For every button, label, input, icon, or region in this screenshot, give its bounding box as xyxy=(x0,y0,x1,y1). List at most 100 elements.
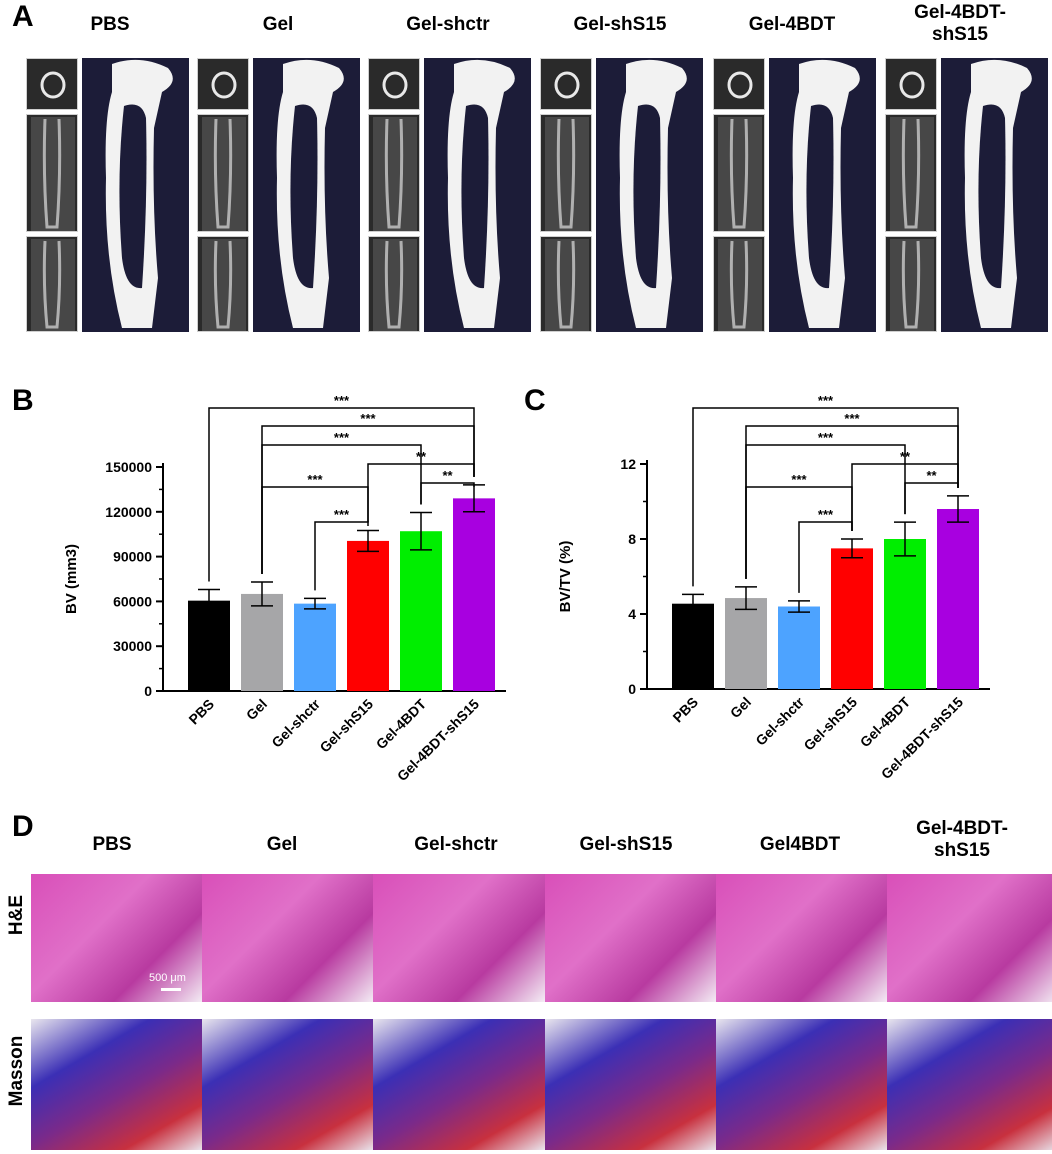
bar xyxy=(400,531,442,691)
ct-image-group xyxy=(26,58,189,332)
panel-letter-b: B xyxy=(12,384,34,417)
ct-group-title-line: Gel xyxy=(262,14,294,35)
masson-stain-image xyxy=(716,1019,888,1150)
bar xyxy=(884,539,926,689)
ct-group-title: Gel-4BDT-shS15 xyxy=(875,2,1045,46)
ct-group-title: PBS xyxy=(25,14,195,36)
significance-bracket xyxy=(798,521,853,593)
x-tick-label: Gel-shS15 xyxy=(800,694,860,754)
ct-image-group xyxy=(368,58,531,332)
he-stain-image xyxy=(887,874,1052,1002)
ct-group-title: Gel-shS15 xyxy=(535,14,705,36)
y-tick-label: 12 xyxy=(620,456,636,472)
ct-slice-image xyxy=(368,58,420,110)
x-tick-label: PBS xyxy=(185,696,217,728)
significance-label: *** xyxy=(818,430,834,445)
row-label-he: H&E xyxy=(6,894,27,936)
significance-bracket xyxy=(745,486,853,579)
x-tick-label: Gel xyxy=(243,696,270,723)
ct-group-title: Gel-4BDT xyxy=(707,14,877,36)
he-stain-image xyxy=(373,874,545,1002)
significance-label: ** xyxy=(416,449,427,464)
bar xyxy=(831,548,873,689)
ct-3d-reconstruction xyxy=(941,58,1048,332)
x-tick-label: Gel xyxy=(727,694,754,721)
ct-slice-image xyxy=(885,58,937,110)
ct-slice-image xyxy=(26,58,78,110)
bar xyxy=(937,509,979,689)
significance-label: *** xyxy=(360,411,376,426)
bvtv-chart: 0 4 8 12 BV/TV (%) PBS GelGel-shctrGel-shS15Ge… xyxy=(557,393,990,782)
ct-slice-image xyxy=(885,236,937,332)
ct-group-title-line: shS15 xyxy=(932,24,988,45)
significance-bracket xyxy=(420,482,475,505)
he-stain-image xyxy=(545,874,717,1002)
significance-label: *** xyxy=(334,507,350,522)
significance-label: *** xyxy=(818,507,834,522)
ct-group-title: Gel xyxy=(193,14,363,36)
ct-3d-reconstruction xyxy=(82,58,189,332)
scale-bar-label: 500 μm xyxy=(149,972,186,984)
masson-stain-image xyxy=(373,1019,545,1150)
y-tick-label: 90000 xyxy=(113,549,152,565)
masson-stain-image xyxy=(31,1019,203,1150)
he-stain-image xyxy=(716,874,888,1002)
significance-bracket xyxy=(314,521,369,591)
ct-3d-reconstruction xyxy=(424,58,531,332)
y-tick-label: 30000 xyxy=(113,638,152,654)
ct-image-group xyxy=(885,58,1048,332)
ct-3d-reconstruction xyxy=(253,58,360,332)
ct-group-title-line: Gel-shctr xyxy=(406,14,490,35)
y-tick-label: 60000 xyxy=(113,593,152,609)
ct-group-title-line: Gel-4BDT- xyxy=(914,2,1006,23)
he-stain-image xyxy=(202,874,374,1002)
histology-group-title-line: Gel xyxy=(266,834,298,855)
significance-label: ** xyxy=(442,468,453,483)
ct-slice-image xyxy=(368,236,420,332)
y-tick-label: 0 xyxy=(628,681,636,697)
significance-bracket xyxy=(261,486,369,574)
x-tick-label: Gel-shctr xyxy=(268,695,323,750)
bar xyxy=(347,540,389,691)
histology-group-title: Gel-4BDT-shS15 xyxy=(877,818,1047,862)
ct-slice-image xyxy=(713,58,765,110)
panel-letter-a: A xyxy=(12,0,34,33)
bar xyxy=(778,606,820,689)
ct-slice-image xyxy=(540,236,592,332)
ct-slice-image xyxy=(540,114,592,232)
bar xyxy=(294,603,336,691)
panel-letter-d: D xyxy=(12,810,34,843)
y-tick-label: 4 xyxy=(628,606,636,622)
bv-chart: 0 30000 60000 90000 120000 150000 BV (mm3) PBS G… xyxy=(63,393,506,784)
ct-group-title-line: Gel-shS15 xyxy=(573,14,667,35)
ct-image-group xyxy=(197,58,360,332)
significance-label: ** xyxy=(926,468,937,483)
ct-group-title-line: PBS xyxy=(90,14,130,35)
ct-image-group xyxy=(540,58,703,332)
ct-slice-image xyxy=(197,58,249,110)
y-tick-label: 120000 xyxy=(105,504,152,520)
histology-group-title: Gel4BDT xyxy=(715,834,885,856)
row-label-masson: Masson xyxy=(6,1035,27,1107)
ct-slice-image xyxy=(713,236,765,332)
masson-stain-image xyxy=(545,1019,717,1150)
ct-slice-image xyxy=(368,114,420,232)
significance-label: *** xyxy=(334,430,350,445)
histology-group-title: Gel xyxy=(197,834,367,856)
ct-group-title-line: Gel-4BDT xyxy=(748,14,836,35)
ct-slice-image xyxy=(540,58,592,110)
histology-group-title: Gel-shctr xyxy=(371,834,541,856)
histology-group-title-line: Gel-shS15 xyxy=(579,834,673,855)
histology-group-title-line: shS15 xyxy=(934,840,990,861)
y-tick-label: 0 xyxy=(144,683,152,699)
ct-slice-image xyxy=(26,114,78,232)
significance-label: ** xyxy=(900,449,911,464)
panel-letter-c: C xyxy=(524,384,546,417)
x-tick-label: PBS xyxy=(669,694,701,726)
significance-label: *** xyxy=(844,411,860,426)
histology-group-title: Gel-shS15 xyxy=(541,834,711,856)
x-tick-label: Gel-shctr xyxy=(752,693,807,748)
y-axis-label: BV/TV (%) xyxy=(557,541,574,613)
ct-group-title: Gel-shctr xyxy=(363,14,533,36)
ct-slice-image xyxy=(197,114,249,232)
